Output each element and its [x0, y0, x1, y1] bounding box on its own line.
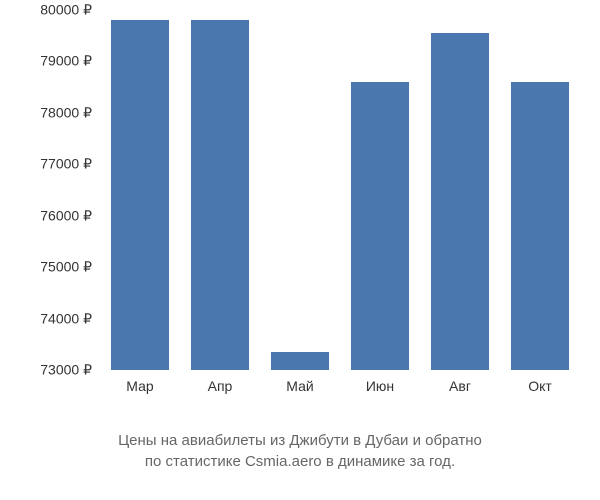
y-tick-label: 73000 ₽	[40, 362, 92, 379]
caption-line-1: Цены на авиабилеты из Джибути в Дубаи и …	[0, 430, 600, 451]
y-tick-label: 79000 ₽	[40, 53, 92, 70]
caption-line-2: по статистике Csmia.aero в динамике за г…	[0, 451, 600, 472]
x-tick-label: Апр	[208, 378, 233, 394]
bar	[431, 33, 489, 370]
x-tick-label: Авг	[449, 378, 471, 394]
bar	[271, 352, 329, 370]
chart-caption: Цены на авиабилеты из Джибути в Дубаи и …	[0, 430, 600, 472]
plot-area	[100, 10, 580, 370]
bar	[351, 82, 409, 370]
y-tick-label: 78000 ₽	[40, 104, 92, 121]
bar	[191, 20, 249, 370]
chart-area: 73000 ₽ 74000 ₽ 75000 ₽ 76000 ₽ 77000 ₽ 78000…	[0, 0, 600, 420]
y-tick-label: 76000 ₽	[40, 207, 92, 224]
y-tick-label: 80000 ₽	[40, 2, 92, 19]
x-tick-label: Мар	[126, 378, 153, 394]
y-tick-label: 74000 ₽	[40, 310, 92, 327]
y-tick-label: 75000 ₽	[40, 259, 92, 276]
bar	[511, 82, 569, 370]
chart-container: 73000 ₽ 74000 ₽ 75000 ₽ 76000 ₽ 77000 ₽ 78000…	[0, 0, 600, 500]
y-tick-label: 77000 ₽	[40, 156, 92, 173]
x-tick-label: Июн	[366, 378, 394, 394]
bar	[111, 20, 169, 370]
x-tick-label: Окт	[528, 378, 552, 394]
x-tick-label: Май	[286, 378, 313, 394]
